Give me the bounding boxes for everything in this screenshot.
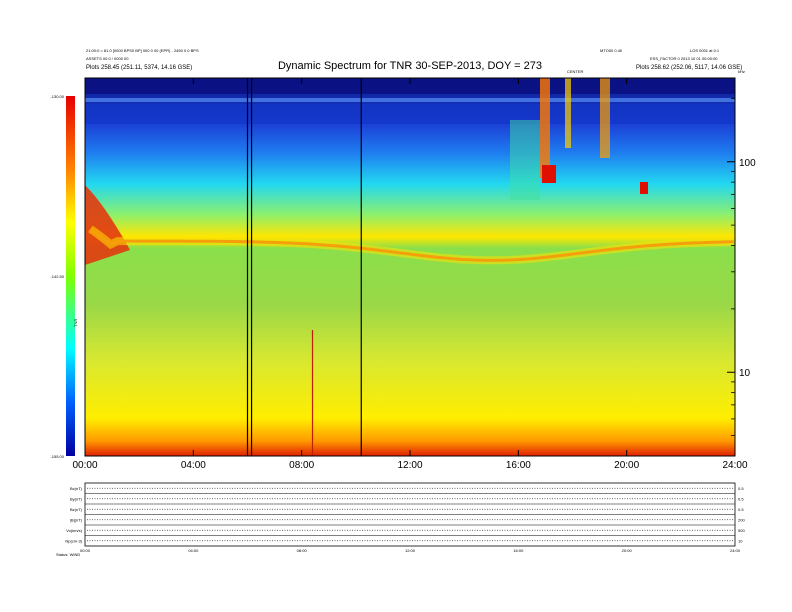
x-tick-label: 08:00: [289, 460, 314, 471]
x-tick-label: 16:00: [506, 460, 531, 471]
x-tick-label: 04:00: [181, 460, 206, 471]
y-tick-label: 100: [739, 158, 756, 169]
x-tick-label: 24:00: [722, 460, 747, 471]
burst-region: [510, 120, 540, 200]
plasma-frequency-halo: [88, 225, 734, 265]
colorbar-tick-label: -130.00: [50, 94, 64, 99]
spectrogram-background: [85, 78, 735, 456]
header-left-line1: 21:00:0 = 81.0 [0000 BPS0 BP] 000 0 00 (…: [86, 48, 199, 53]
header-unit-marker: kHz: [738, 69, 745, 74]
lower-row-label: Bx(nT): [70, 486, 83, 491]
header-left-line2: ASSETS 00.0 / 0000 00: [86, 56, 129, 61]
burst-3: [600, 78, 610, 158]
y-axis-ticks: 100 10: [727, 97, 756, 437]
lower-row-right-tick: 200: [738, 517, 745, 522]
lower-row-label: By(nT): [70, 496, 83, 501]
header-left-line3: Plots 258.45 (251.11, 5374, 14.16 GSE): [86, 65, 192, 71]
lower-row-right-tick: 0.5: [738, 496, 744, 501]
burst-2: [565, 78, 571, 148]
top-band-3: [85, 104, 735, 124]
x-tick-label: 12:00: [397, 460, 422, 471]
lower-row-right-tick: 500: [738, 528, 745, 533]
lower-row-label: |B|(nT): [70, 517, 83, 522]
lower-row-right-tick: 0.5: [738, 486, 744, 491]
colorbar-tick-label: -155.00: [50, 454, 64, 459]
burst-1-core: [542, 165, 556, 183]
lower-x-tick-label: 08:00: [297, 548, 308, 553]
lower-x-tick-label: 04:00: [188, 548, 199, 553]
lower-x-tick-label: 20:00: [622, 548, 633, 553]
lower-panel-x-ticks: 00:00 04:00 08:00 12:00 16:00 20:00 24:00: [80, 548, 741, 553]
colorbar: [66, 96, 75, 456]
lower-row-label: Bz(nT): [70, 507, 83, 512]
burst-1: [540, 78, 550, 178]
lower-row-right-tick: 0.5: [738, 507, 744, 512]
top-band-2: [85, 98, 735, 102]
lower-x-tick-label: 24:00: [730, 548, 741, 553]
header-right-line2: LOS 0001 at 0.1: [690, 48, 720, 53]
chart-title: Dynamic Spectrum for TNR 30-SEP-2013, DO…: [278, 60, 542, 72]
x-tick-label: 20:00: [614, 460, 639, 471]
header-right-line3: ESS_FACTOR 0 2013 10 01 00:00:00: [650, 56, 718, 61]
x-axis-ticks: 00:00 04:00 08:00 12:00 16:00 20:00 24:00: [72, 78, 748, 471]
lower-panel-footer: Status: WIND: [56, 552, 80, 557]
header-right-line1: MTO00 0.40: [600, 48, 623, 53]
lower-panel-rows: Bx(nT) 0.5 By(nT) 0.5 Bz(nT) 0.5 |B|(nT) 200 Vx(…: [65, 486, 745, 544]
lower-x-tick-label: 12:00: [405, 548, 416, 553]
lower-row-label: Vx(km/s): [66, 528, 82, 533]
lower-x-tick-label: 16:00: [513, 548, 524, 553]
colorbar-tick-label: -142.50: [50, 274, 64, 279]
x-tick-label: 00:00: [72, 460, 97, 471]
burst-3-core: [640, 182, 648, 194]
header-center-marker: CENTER: [567, 69, 584, 74]
vertical-lines: [246, 78, 362, 456]
lower-x-tick-label: 00:00: [80, 548, 91, 553]
header-right-line4: Plots 258.62 (252.06, 5117, 14.06 GSE): [636, 65, 742, 71]
colorbar-ticks: -130.00 -142.50 -155.00: [50, 94, 64, 459]
colorbar-label: TNR: [73, 319, 78, 327]
lower-row-label: Np(cm-3): [65, 538, 82, 543]
y-tick-label: 10: [739, 368, 751, 379]
lower-row-right-tick: 10: [738, 538, 743, 543]
